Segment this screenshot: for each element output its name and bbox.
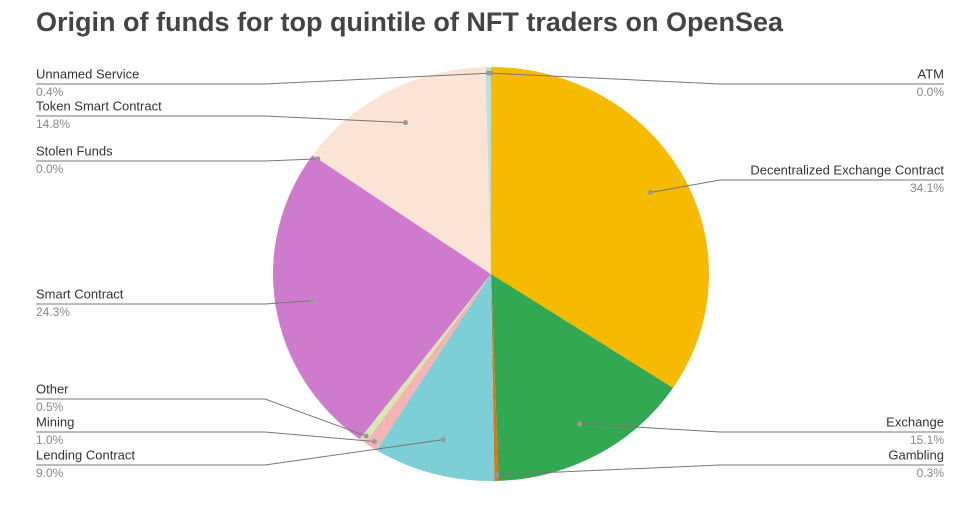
leader-dot (315, 156, 321, 162)
slice-label: Token Smart Contract (36, 98, 162, 113)
slice-label: Stolen Funds (36, 143, 113, 158)
leader-dot (647, 190, 653, 196)
slice-label: Lending Contract (36, 447, 135, 462)
leader-line (650, 179, 944, 194)
pie-slice (365, 274, 491, 451)
slice-label: Mining (36, 414, 74, 429)
leader-line (36, 439, 444, 466)
slice-value: 0.5% (36, 400, 64, 414)
leader-dot (440, 437, 446, 443)
pie-slice (485, 67, 491, 274)
pie-slice (491, 274, 674, 481)
leader-dot (402, 120, 408, 126)
slice-label: Other (36, 381, 69, 396)
pie-slice (491, 67, 709, 388)
leader-dot (485, 70, 491, 76)
slice-value: 14.8% (36, 117, 70, 131)
slice-value: 9.0% (36, 466, 64, 480)
slice-label: ATM (918, 66, 944, 81)
leader-dot (309, 298, 315, 304)
leader-dot (371, 438, 377, 444)
slice-label: Smart Contract (36, 286, 124, 301)
leader-line (490, 72, 944, 85)
slice-label: Unnamed Service (36, 66, 139, 81)
leader-line (36, 72, 489, 85)
leader-dot (493, 472, 499, 478)
pie-slice (273, 155, 491, 440)
slice-value: 0.0% (36, 162, 64, 176)
slice-value: 1.0% (36, 433, 64, 447)
leader-line (36, 158, 318, 162)
chart-title: Origin of funds for top quintile of NFT … (36, 7, 784, 37)
slice-label: Exchange (886, 414, 944, 429)
slice-value: 0.3% (917, 466, 945, 480)
slice-value: 0.0% (917, 85, 945, 99)
leader-dot (577, 421, 583, 427)
slice-value: 34.1% (910, 181, 944, 195)
slice-label: Decentralized Exchange Contract (750, 162, 944, 177)
slice-value: 24.3% (36, 305, 70, 319)
leader-line (36, 398, 367, 437)
leader-line (36, 431, 375, 442)
pie-slice (359, 274, 491, 443)
pie-slice (312, 67, 491, 274)
leader-line (496, 464, 944, 476)
leader-dot (363, 433, 369, 439)
slice-value: 15.1% (910, 433, 944, 447)
pie-slice (491, 274, 499, 481)
leader-line (579, 423, 944, 433)
pie-slice (376, 274, 495, 481)
leader-line (36, 300, 313, 305)
slice-value: 0.4% (36, 85, 64, 99)
slice-label: Gambling (888, 447, 944, 462)
leader-line (36, 115, 406, 124)
